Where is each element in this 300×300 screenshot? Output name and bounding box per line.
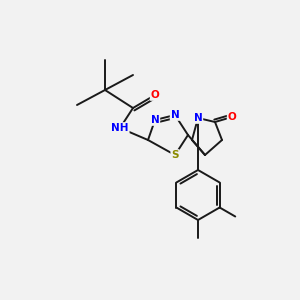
- Text: N: N: [151, 115, 159, 125]
- Text: O: O: [228, 112, 236, 122]
- Text: N: N: [171, 110, 179, 120]
- Text: O: O: [151, 90, 159, 100]
- Text: N: N: [194, 113, 202, 123]
- Text: S: S: [171, 150, 179, 160]
- Text: NH: NH: [111, 123, 129, 133]
